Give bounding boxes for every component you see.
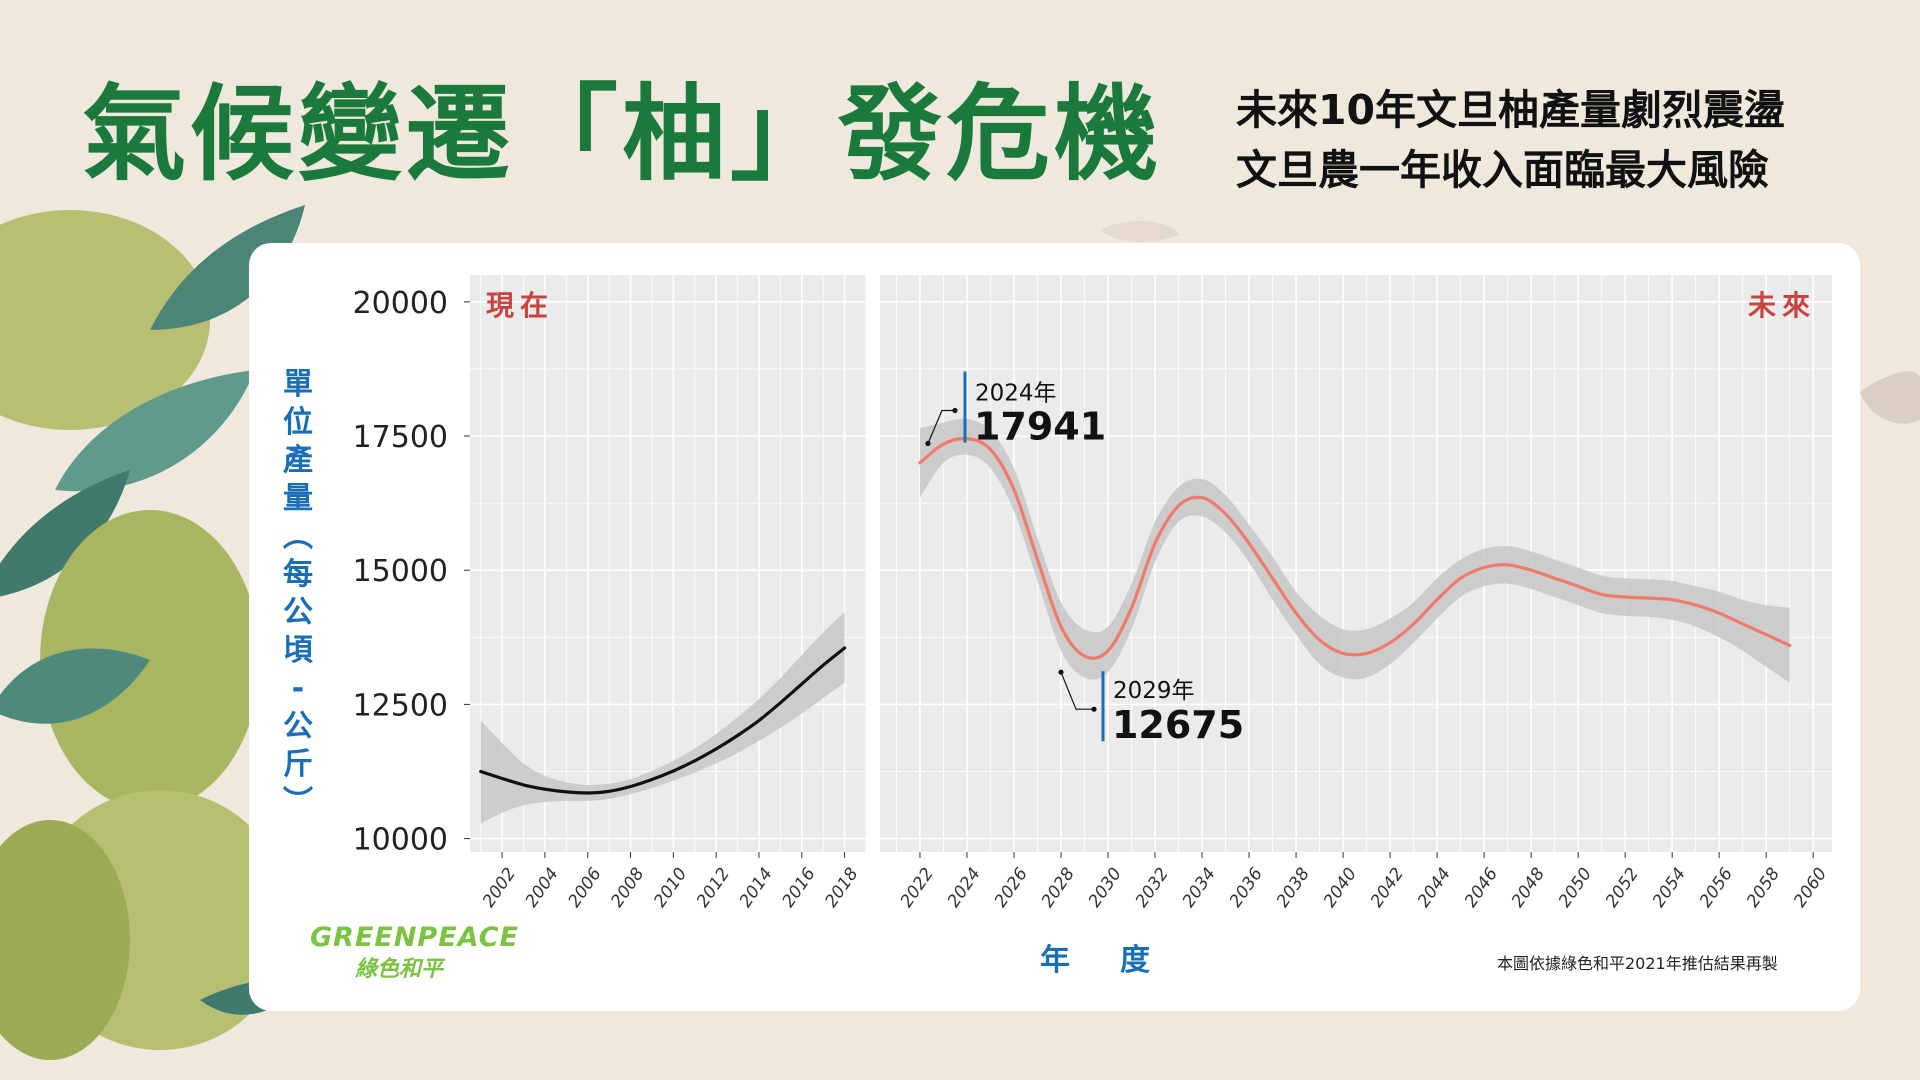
panel-label: 現在	[486, 289, 554, 322]
x-tick-label: 2058	[1743, 864, 1784, 911]
y-tick-label: 17500	[353, 420, 448, 455]
greenpeace-logo: GREENPEACE 綠色和平	[310, 922, 519, 983]
y-axis-label-char: ︶	[283, 785, 313, 820]
leaf-decoration	[0, 470, 130, 597]
x-tick-label: 2050	[1555, 864, 1596, 911]
x-tick-label: 2016	[779, 864, 820, 911]
y-axis-label: 單位產量 ︵ 每公頃 - 公斤 ︶	[278, 366, 318, 822]
logo-text-en: GREENPEACE	[310, 922, 519, 953]
page-title: 氣候變遷「柚」發危機	[82, 73, 1163, 195]
x-tick-label: 2044	[1414, 864, 1455, 911]
x-tick-label: 2054	[1649, 864, 1690, 911]
annotation-year: 2024年	[975, 381, 1057, 407]
series-line	[479, 646, 847, 795]
x-tick-label: 2022	[897, 864, 938, 911]
leaf-decoration	[55, 370, 255, 492]
y-axis-label-char: 公	[283, 595, 313, 630]
leaf-decoration	[0, 648, 150, 724]
logo-text-zh: 綠色和平	[355, 957, 444, 982]
x-tick-label: 2042	[1367, 864, 1408, 911]
y-axis-label-char: 量	[283, 481, 313, 516]
annotation-value: 17941	[974, 405, 1106, 449]
y-axis-label-char: 每	[283, 557, 313, 592]
x-tick-label: 2008	[607, 864, 648, 911]
leaf-decoration	[1100, 220, 1180, 242]
leaf-decoration	[150, 205, 305, 330]
x-axis-label: 年度	[1040, 943, 1200, 978]
pomelo-fruit	[0, 820, 130, 1060]
panel-background	[880, 275, 1832, 852]
series-line	[918, 436, 1792, 660]
y-axis-label-char: ︵	[283, 519, 313, 554]
panel-background	[470, 275, 866, 852]
y-tick-label: 20000	[353, 286, 448, 321]
y-axis-label-char: 斤	[283, 747, 313, 782]
annotation-year: 2029年	[1113, 678, 1195, 704]
pomelo-fruit	[0, 210, 210, 430]
y-axis-label-char: 頃	[283, 633, 313, 668]
subtitle-line: 未來10年文旦柚產量劇烈震盪	[1236, 86, 1786, 134]
x-tick-label: 2028	[1038, 864, 1079, 911]
x-tick-label: 2002	[479, 864, 520, 911]
x-tick-label: 2030	[1085, 864, 1126, 911]
x-tick-label: 2018	[821, 864, 862, 911]
x-tick-label: 2034	[1179, 864, 1220, 911]
x-tick-label: 2052	[1602, 864, 1643, 911]
annotation-dot	[952, 407, 958, 414]
x-tick-label: 2006	[564, 864, 605, 911]
annotation-dot	[1091, 706, 1097, 712]
source-note: 本圖依據綠色和平2021年推估結果再製	[1497, 954, 1778, 973]
y-axis-label-char: 公	[283, 709, 313, 744]
y-axis-label-char: 位	[283, 405, 313, 440]
x-tick-label: 2012	[693, 864, 734, 911]
leaf-decoration	[1860, 371, 1920, 424]
x-tick-label: 2040	[1320, 864, 1361, 911]
x-tick-label: 2036	[1226, 864, 1267, 911]
x-tick-label: 2010	[650, 864, 691, 911]
x-tick-label: 2004	[522, 864, 563, 911]
y-axis-label-char: -	[291, 671, 305, 706]
y-tick-label: 15000	[353, 554, 448, 589]
y-tick-label: 10000	[353, 823, 448, 858]
subtitle-line: 文旦農一年收入面臨最大風險	[1236, 146, 1769, 194]
annotation-leader	[927, 409, 955, 444]
x-tick-label: 2024	[944, 864, 985, 911]
x-tick-label: 2046	[1461, 864, 1502, 911]
x-tick-label: 2026	[991, 864, 1032, 911]
x-tick-label: 2056	[1696, 864, 1737, 911]
y-axis-label-char: 產	[283, 443, 313, 478]
annotation-leader	[1060, 671, 1094, 710]
x-tick-label: 2014	[736, 864, 777, 911]
x-tick-label: 2038	[1273, 864, 1314, 911]
panel-label: 未來	[1748, 289, 1816, 322]
x-tick-label: 2060	[1790, 864, 1831, 911]
confidence-ribbon	[480, 612, 845, 824]
x-tick-label: 2048	[1508, 864, 1549, 911]
subtitle: 未來10年文旦柚產量劇烈震盪 文旦農一年收入面臨最大風險	[1236, 80, 1896, 200]
annotation-value: 12675	[1112, 703, 1244, 747]
y-axis-label-char: 單	[283, 367, 313, 402]
x-tick-label: 2032	[1132, 864, 1173, 911]
y-tick-label: 12500	[353, 688, 448, 723]
